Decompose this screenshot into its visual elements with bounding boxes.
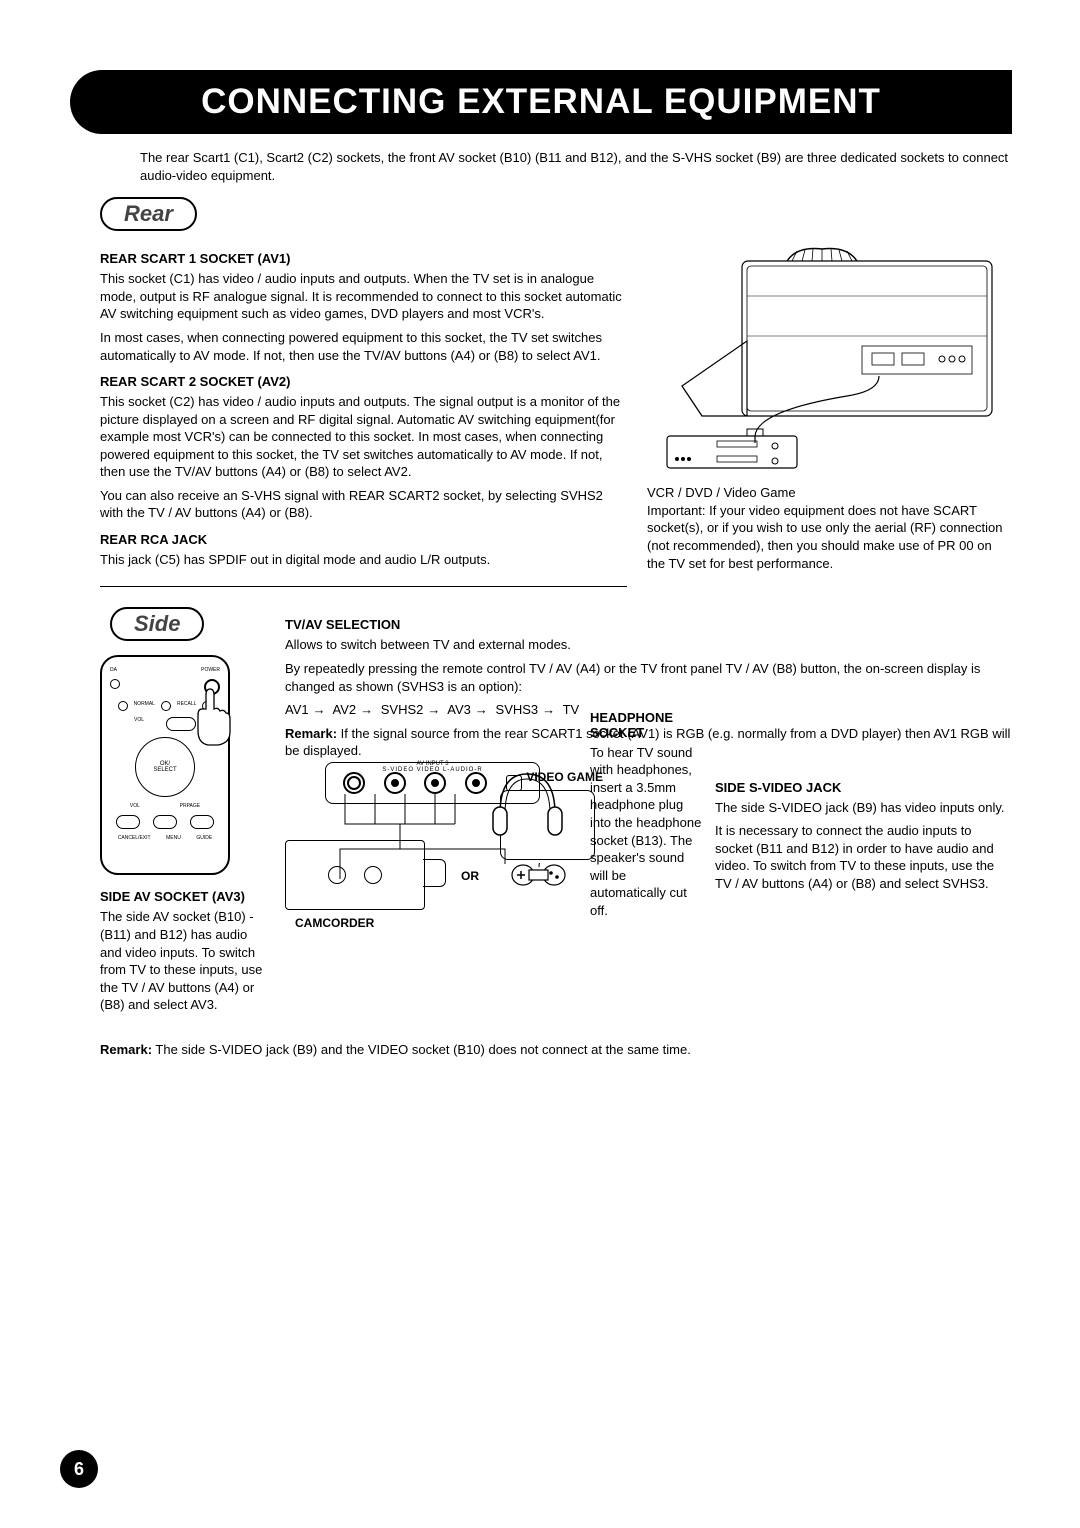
remote-menu-label: MENU <box>166 835 181 841</box>
page-number: 6 <box>74 1459 84 1480</box>
rca-title: REAR RCA JACK <box>100 532 627 547</box>
audio-l-jack-icon <box>424 772 446 794</box>
bottom-remark-label: Remark: <box>100 1042 152 1057</box>
intro-text: The rear Scart1 (C1), Scart2 (C2) socket… <box>140 149 1012 185</box>
av3-p1: The side AV socket (B10) - (B11) and B12… <box>100 908 265 1013</box>
remote-voldn-label: VOL <box>130 803 140 809</box>
audio-r-jack-icon <box>465 772 487 794</box>
page-title-bar: CONNECTING EXTERNAL EQUIPMENT <box>70 70 1012 134</box>
tvav-remark-label: Remark: <box>285 726 337 741</box>
remote-dpad: OK/ SELECT <box>135 737 195 797</box>
rear-left-column: REAR SCART 1 SOCKET (AV1) This socket (C… <box>100 241 627 587</box>
svj-p2: It is necessary to connect the audio inp… <box>715 822 1012 892</box>
remote-guide-btn <box>190 815 214 829</box>
hp-p1: To hear TV sound with headphones, insert… <box>590 744 705 919</box>
rear-section: REAR SCART 1 SOCKET (AV1) This socket (C… <box>100 241 1012 587</box>
lower-diagrams-row: AV INPUT 3 S-VIDEO VIDEO L-AUDIO-R <box>285 770 1012 930</box>
video-jack-icon <box>384 772 406 794</box>
seq-av2: AV2 <box>333 702 357 717</box>
tvav-title: TV/AV SELECTION <box>285 617 1012 632</box>
scart1-p2: In most cases, when connecting powered e… <box>100 329 627 364</box>
hand-icon <box>188 687 238 747</box>
bottom-remark: Remark: The side S-VIDEO jack (B9) and t… <box>100 1042 1012 1057</box>
diagram-note: Important: If your video equipment does … <box>647 502 1012 572</box>
camcorder-box: OR <box>285 840 425 910</box>
remote-menu-btn <box>153 815 177 829</box>
page-title: CONNECTING EXTERNAL EQUIPMENT <box>100 82 982 122</box>
remote-mid-btn <box>161 701 171 711</box>
selection-column: TV/AV SELECTION Allows to switch between… <box>285 607 1012 1019</box>
rca-p1: This jack (C5) has SPDIF out in digital … <box>100 551 627 569</box>
scart1-p1: This socket (C1) has video / audio input… <box>100 270 627 323</box>
tvav-p1: Allows to switch between TV and external… <box>285 636 1012 654</box>
remote-left-btn <box>118 701 128 711</box>
scart2-p2: You can also receive an S-VHS signal wit… <box>100 487 627 522</box>
diagram-caption: VCR / DVD / Video Game <box>647 484 1012 502</box>
scart1-title: REAR SCART 1 SOCKET (AV1) <box>100 251 627 266</box>
remote-ok-label: OK/ SELECT <box>153 761 176 773</box>
or-label: OR <box>461 869 479 883</box>
side-section: Side DAPOWER NORMAL RECALL VOL OK/ SELEC… <box>100 607 1012 1019</box>
seq-tv: TV <box>563 702 580 717</box>
remote-guide-label: GUIDE <box>196 835 212 841</box>
remote-column: Side DAPOWER NORMAL RECALL VOL OK/ SELEC… <box>100 607 265 1019</box>
remote-prpage-label: PRPAGE <box>180 803 200 809</box>
tv-rear-diagram <box>647 241 1007 471</box>
rear-heading-badge: Rear <box>100 197 197 231</box>
remote-illustration: DAPOWER NORMAL RECALL VOL OK/ SELECT VOL… <box>100 655 230 875</box>
remote-power-label: POWER <box>201 667 220 673</box>
panel-labels-text: S-VIDEO VIDEO L-AUDIO-R <box>382 767 482 773</box>
remote-normal-label: NORMAL <box>134 701 155 711</box>
svideo-jack-column: SIDE S-VIDEO JACK The side S-VIDEO jack … <box>715 770 1012 899</box>
svideo-jack-icon <box>343 772 365 794</box>
tvav-p2: By repeatedly pressing the remote contro… <box>285 660 1012 695</box>
scart2-title: REAR SCART 2 SOCKET (AV2) <box>100 374 627 389</box>
rear-right-column: VCR / DVD / Video Game Important: If you… <box>647 241 1012 587</box>
headphone-column: HEADPHONE SOCKET To hear TV sound with h… <box>590 700 705 925</box>
seq-svhs3: SVHS3 <box>496 702 539 717</box>
seq-svhs2: SVHS2 <box>381 702 424 717</box>
av3-title: SIDE AV SOCKET (AV3) <box>100 889 265 904</box>
remote-da-btn <box>110 679 120 689</box>
cam-circle-1 <box>328 866 346 884</box>
remote-cancel-btn <box>116 815 140 829</box>
side-heading-badge: Side <box>110 607 204 641</box>
svj-title: SIDE S-VIDEO JACK <box>715 780 1012 795</box>
bottom-remark-text: The side S-VIDEO jack (B9) and the VIDEO… <box>152 1042 691 1057</box>
camcorder-label: CAMCORDER <box>295 916 585 930</box>
page-number-badge: 6 <box>60 1450 98 1488</box>
headphones-icon <box>485 759 570 854</box>
remote-vol-label: VOL <box>134 717 144 731</box>
seq-av3: AV3 <box>447 702 471 717</box>
gamepad-icon <box>511 863 566 887</box>
svj-p1: The side S-VIDEO jack (B9) has video inp… <box>715 799 1012 817</box>
scart2-p1: This socket (C2) has video / audio input… <box>100 393 627 481</box>
hp-title: HEADPHONE SOCKET <box>590 710 705 740</box>
remote-da-label: DA <box>110 667 117 673</box>
remote-cancel-label: CANCEL/EXIT <box>118 835 151 841</box>
seq-av1: AV1 <box>285 702 309 717</box>
cam-circle-2 <box>364 866 382 884</box>
